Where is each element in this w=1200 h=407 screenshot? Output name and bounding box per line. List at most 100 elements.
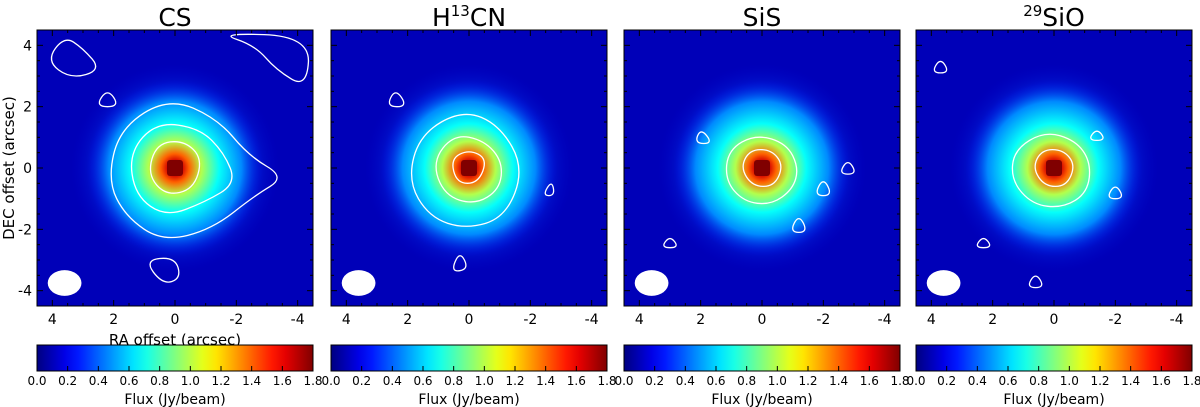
- colorbar-tick-label: 0.0: [27, 374, 46, 388]
- contour-4: [50, 39, 97, 77]
- colorbar-tick-label: 0.2: [352, 374, 371, 388]
- peak-pixel: [461, 160, 477, 176]
- colorbar-label: Flux (Jy/beam): [711, 392, 812, 407]
- colorbar-tick-label: 0.6: [413, 374, 432, 388]
- colorbar-tick-label: 1.4: [242, 374, 261, 388]
- panel-2: 4 2 0 -2 -4 H13CN: [330, 2, 608, 328]
- contour-5: [696, 131, 710, 145]
- colorbar-4: 0.0 0.2 0.4 0.6 0.8 1.0 1.2 1.4 1.6 1.8 Flux (Jy/b…: [906, 344, 1200, 407]
- colorbar-tick-label: 1.2: [211, 374, 230, 388]
- colorbar-tick-label: 1.0: [768, 374, 787, 388]
- beam-ellipse: [341, 270, 376, 296]
- panel-title: H13CN: [432, 2, 506, 32]
- x-tick-label: -4: [1170, 312, 1184, 328]
- colorbar-tick-label: 1.0: [181, 374, 200, 388]
- beam-ellipse: [634, 270, 669, 296]
- ticks: [36, 29, 314, 307]
- contour-2: [1034, 148, 1074, 188]
- flux-map: [916, 30, 1192, 306]
- beam-ellipse: [926, 270, 961, 296]
- contour-6: [792, 217, 806, 234]
- colorbar-2: 0.0 0.2 0.4 0.6 0.8 1.0 1.2 1.4 1.6 1.8 Flux (Jy/b…: [321, 344, 617, 407]
- contour-7: [663, 237, 677, 249]
- colorbar-tick-label: 0.4: [676, 374, 695, 388]
- contour-lines: [933, 60, 1123, 289]
- colorbar-tick-label: 0.4: [968, 374, 987, 388]
- panel-3: 4 2 0 -2 -4 SiS: [623, 3, 901, 328]
- panel-title: SiS: [743, 3, 782, 32]
- x-tick-label: 4: [342, 312, 351, 328]
- colorbar-tick-label: 1.2: [1090, 374, 1109, 388]
- contour-1: [1011, 133, 1091, 208]
- peak-pixel: [167, 160, 183, 176]
- colorbar-gradient: [915, 344, 1193, 372]
- contour-1: [110, 103, 278, 239]
- x-tick-label: 2: [403, 312, 412, 328]
- colorbar-tick-label: 0.6: [998, 374, 1017, 388]
- colorbar-tick-label: 1.2: [505, 374, 524, 388]
- x-tick-label: 0: [465, 312, 474, 328]
- colorbar-3: 0.0 0.2 0.4 0.6 0.8 1.0 1.2 1.4 1.6 1.8 Flux (Jy/b…: [614, 344, 910, 407]
- x-tick-label: -4: [585, 312, 599, 328]
- colorbar-label: Flux (Jy/beam): [418, 392, 519, 407]
- contour-3: [452, 151, 485, 184]
- colorbar-tick-label: 0.8: [444, 374, 463, 388]
- flux-map: [37, 30, 313, 306]
- contour-2: [435, 136, 503, 203]
- ticks: [623, 29, 901, 307]
- x-tick-label: 2: [988, 312, 997, 328]
- colorbar-tick-label: 1.6: [567, 374, 586, 388]
- flux-map: [331, 30, 607, 306]
- colorbar-tick-label: 0.8: [150, 374, 169, 388]
- flux-map: [624, 30, 900, 306]
- colorbar-tick-label: 0.0: [906, 374, 925, 388]
- colorbar-tick-label: 1.6: [1152, 374, 1171, 388]
- colorbar-tick-label: 1.8: [1182, 374, 1200, 388]
- colorbar-tick-label: 1.0: [475, 374, 494, 388]
- colorbar-tick-label: 1.8: [597, 374, 616, 388]
- colorbar-tick-label: 0.6: [119, 374, 138, 388]
- contour-6: [98, 92, 117, 108]
- colorbar-tick-label: 1.0: [1060, 374, 1079, 388]
- colorbar-tick-label: 0.4: [383, 374, 402, 388]
- colorbar-tick-label: 0.8: [1029, 374, 1048, 388]
- contour-3: [149, 141, 201, 194]
- colorbar-gradient: [623, 344, 901, 372]
- x-tick-label: 2: [696, 312, 705, 328]
- colorbar-tick-label: 0.8: [737, 374, 756, 388]
- y-tick-label: 0: [23, 161, 32, 177]
- colorbar-tick-label: 0.2: [645, 374, 664, 388]
- peak-pixel: [754, 160, 770, 176]
- contour-7: [149, 257, 180, 283]
- contour-7: [1028, 275, 1043, 289]
- y-tick-label: 2: [23, 100, 32, 116]
- colorbar-tick-label: 1.8: [303, 374, 322, 388]
- y-tick-label: 4: [23, 38, 32, 54]
- ticks: [330, 29, 608, 307]
- ticks: [915, 29, 1193, 307]
- panel-4: 4 2 0 -2 -4 29SiO: [915, 2, 1193, 328]
- contour-1: [410, 113, 520, 227]
- y-tick-label: -4: [18, 284, 32, 300]
- colorbar-tick-label: 1.2: [798, 374, 817, 388]
- contour-4: [841, 162, 855, 175]
- x-tick-label: -4: [291, 312, 305, 328]
- colorbar-tick-label: 1.4: [1121, 374, 1140, 388]
- colorbar-tick-label: 0.0: [321, 374, 340, 388]
- colorbar-tick-label: 1.6: [860, 374, 879, 388]
- contour-lines: [50, 33, 310, 283]
- colorbar-tick-label: 1.6: [273, 374, 292, 388]
- colorbar-tick-label: 1.4: [829, 374, 848, 388]
- colorbar-gradient: [36, 344, 314, 372]
- colorbar-tick-label: 1.4: [536, 374, 555, 388]
- contour-6: [544, 183, 555, 197]
- contour-3: [933, 60, 948, 74]
- colorbar-label: Flux (Jy/beam): [124, 392, 225, 407]
- contour-2: [742, 148, 782, 188]
- colorbar-1: 0.0 0.2 0.4 0.6 0.8 1.0 1.2 1.4 1.6 1.8 Flux (Jy/b…: [27, 344, 323, 407]
- y-axis-label: DEC offset (arcsec): [0, 96, 18, 240]
- colorbar-tick-label: 0.0: [614, 374, 633, 388]
- colorbar-gradient: [330, 344, 608, 372]
